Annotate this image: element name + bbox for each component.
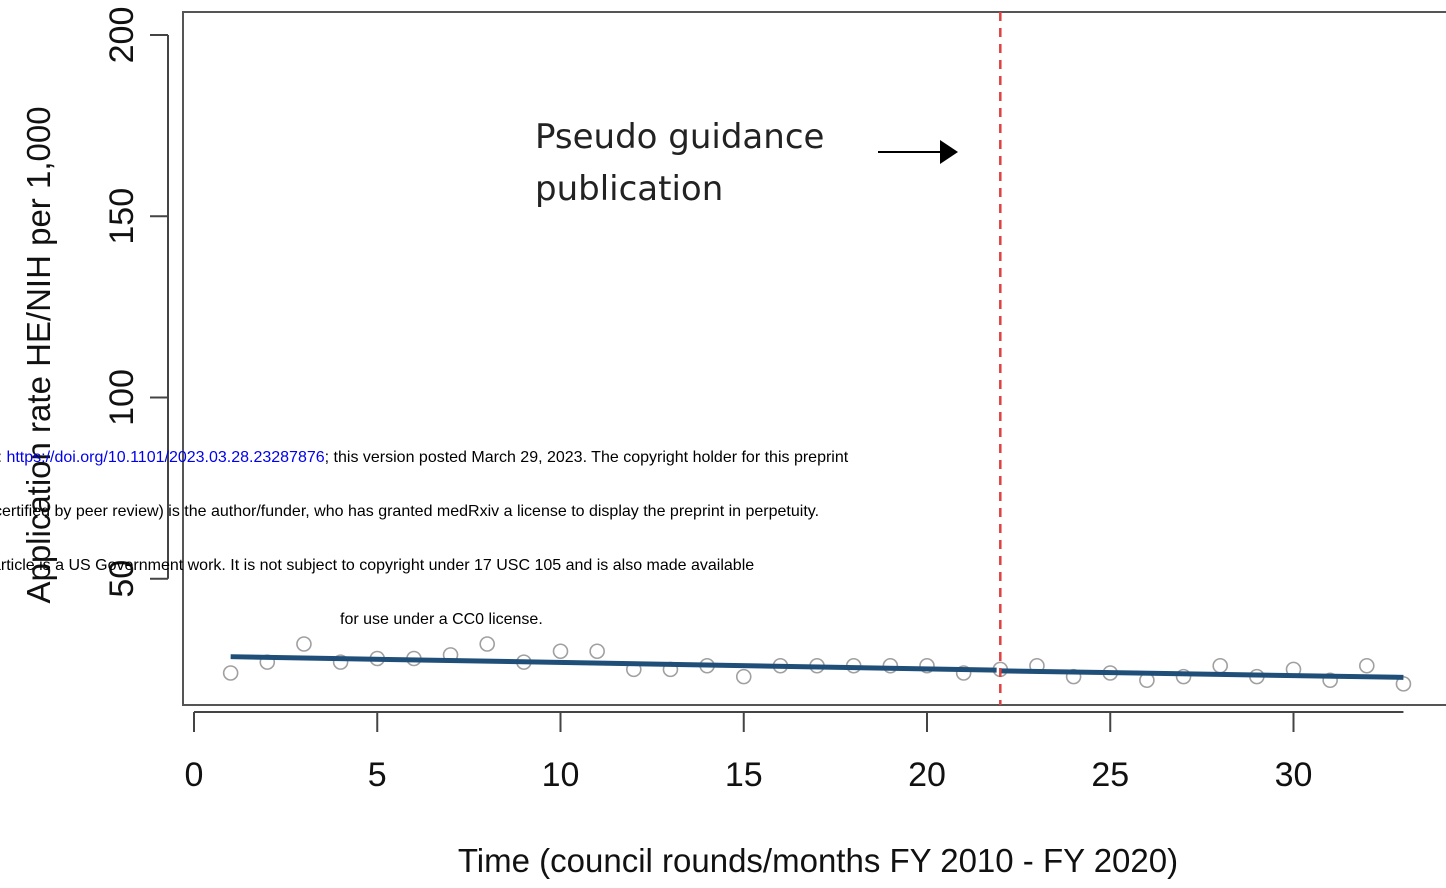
data-point: [919, 657, 935, 674]
data-point: [222, 665, 239, 681]
data-point: [589, 643, 605, 660]
y-tick-label: 50: [103, 560, 141, 598]
data-point: [296, 636, 312, 652]
x-tick-label: 20: [908, 756, 946, 794]
data-point: [735, 668, 752, 685]
x-tick-label: 15: [725, 756, 763, 794]
x-axis-label: Time (council rounds/months FY 2010 - FY…: [458, 842, 1178, 879]
x-tick-label: 5: [368, 756, 387, 794]
y-axis-label: Application rate HE/NIH per 1,000: [20, 106, 57, 603]
x-tick-label: 0: [185, 756, 204, 794]
plot-frame: [182, 11, 1446, 706]
data-point: [1212, 657, 1228, 674]
data-point: [1175, 668, 1192, 685]
trend-line: [230, 654, 997, 673]
annotation-line-2: publication: [535, 169, 723, 209]
y-tick-label: 100: [103, 369, 141, 426]
y-tick-label: 200: [103, 7, 141, 64]
data-point: [552, 643, 569, 660]
data-point: [332, 654, 349, 670]
y-tick-label: 150: [103, 188, 141, 245]
x-tick-label: 25: [1091, 756, 1129, 794]
annotation-line-1: Pseudo guidance: [535, 117, 824, 157]
trend-line: [1000, 668, 1404, 680]
annotation-arrow-head: [940, 140, 958, 164]
data-point: [479, 636, 496, 652]
x-tick-label: 10: [542, 756, 580, 794]
data-point: [955, 665, 972, 681]
data-point: [1359, 657, 1375, 674]
x-tick-label: 30: [1275, 756, 1313, 794]
data-point: [1322, 672, 1338, 689]
